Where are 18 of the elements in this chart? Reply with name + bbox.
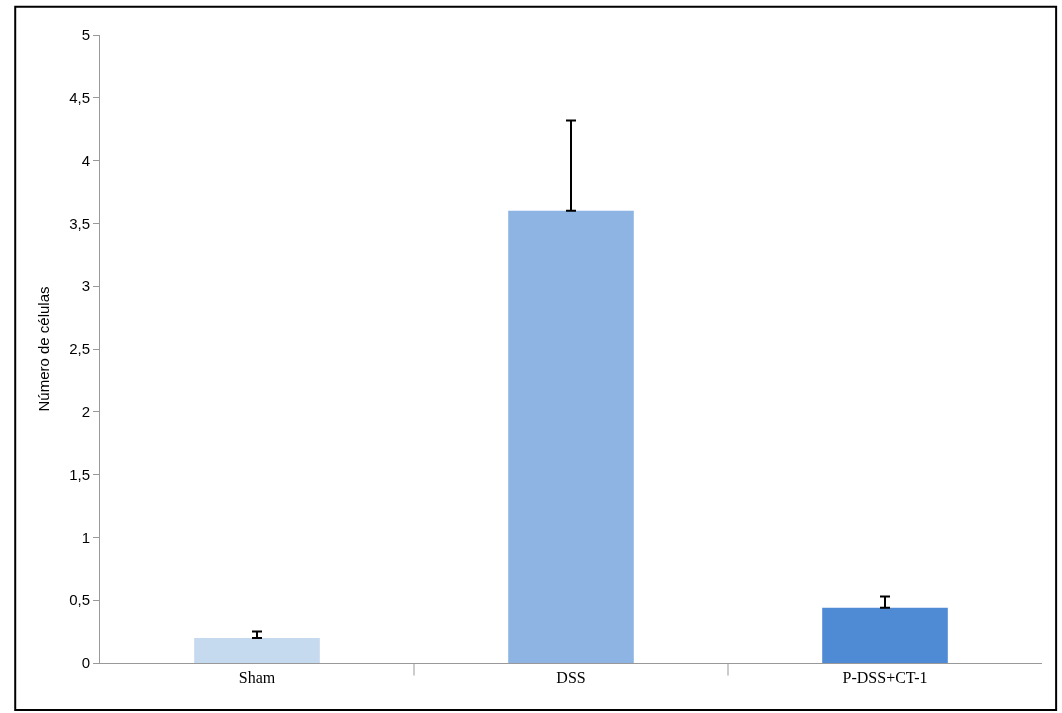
bar xyxy=(194,637,320,663)
y-tick-label: 0,5 xyxy=(69,591,90,609)
y-tick-label: 1,5 xyxy=(69,465,90,483)
y-tick-label: 3,5 xyxy=(69,214,90,232)
x-tick-label: Sham xyxy=(238,669,276,687)
y-tick-label: 4 xyxy=(81,151,90,169)
x-tick-label: DSS xyxy=(556,669,586,687)
y-tick-label: 0 xyxy=(81,654,90,672)
y-axis-title: Número de células xyxy=(35,286,53,412)
y-tick-label: 5 xyxy=(81,26,90,44)
y-tick-label: 4,5 xyxy=(69,89,90,107)
y-tick-label: 3 xyxy=(81,277,90,295)
y-tick-label: 2 xyxy=(81,403,90,421)
x-tick-label: P-DSS+CT-1 xyxy=(842,669,928,687)
y-tick-label: 2,5 xyxy=(69,340,90,358)
y-tick-label: 1 xyxy=(81,528,90,546)
bar xyxy=(508,210,634,663)
bar xyxy=(822,607,948,663)
